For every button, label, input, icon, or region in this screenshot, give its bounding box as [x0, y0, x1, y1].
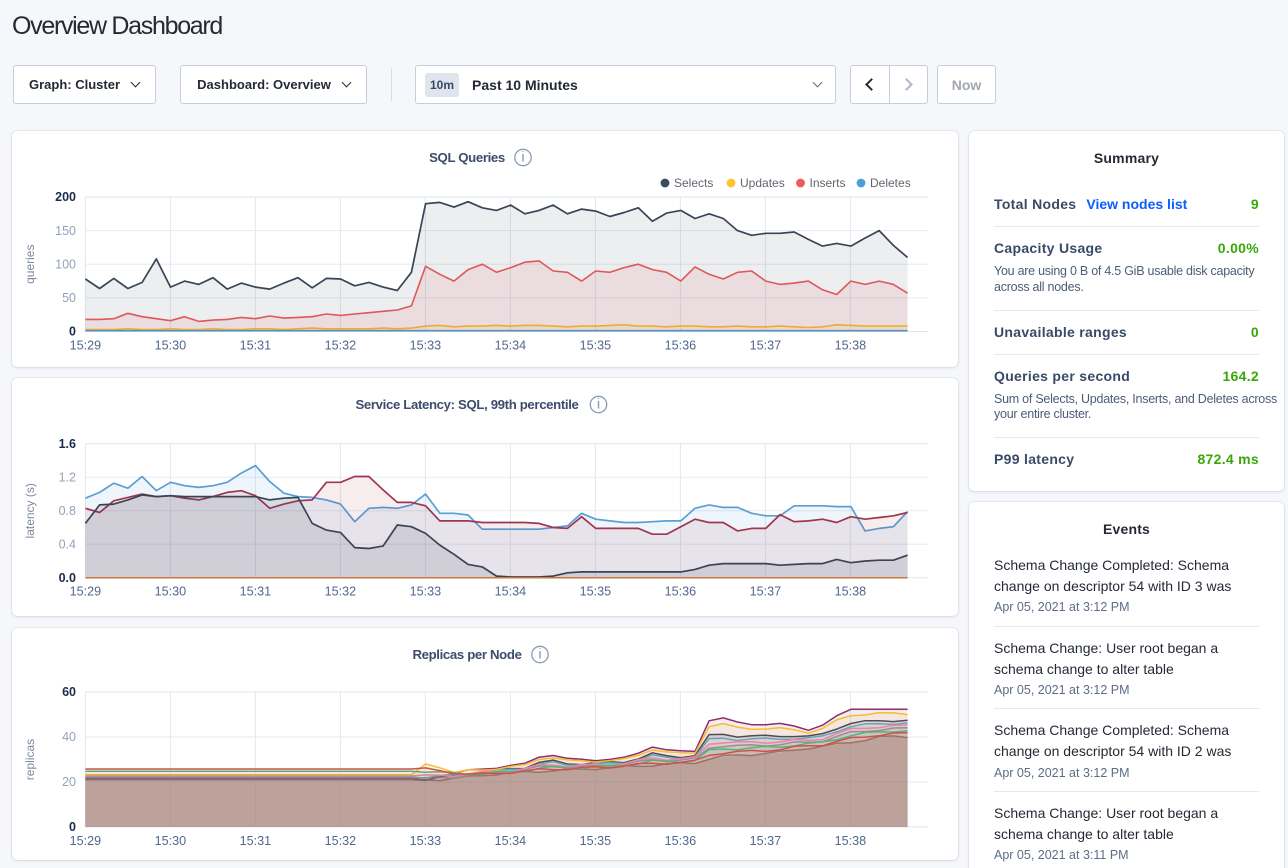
svg-text:15:35: 15:35: [580, 833, 612, 847]
svg-text:15:37: 15:37: [750, 833, 782, 847]
svg-text:20: 20: [62, 775, 76, 789]
svg-text:15:30: 15:30: [155, 585, 187, 599]
svg-text:15:36: 15:36: [665, 833, 697, 847]
svg-text:15:30: 15:30: [155, 338, 187, 352]
svg-text:0: 0: [69, 820, 76, 834]
svg-text:Service Latency: SQL, 99th per: Service Latency: SQL, 99th percentile: [355, 397, 578, 412]
svg-text:replicas: replicas: [23, 738, 37, 779]
svg-text:Deletes: Deletes: [870, 176, 911, 190]
svg-text:15:36: 15:36: [665, 338, 697, 352]
svg-text:15:38: 15:38: [835, 338, 867, 352]
svg-text:15:33: 15:33: [410, 585, 442, 599]
svg-text:15:29: 15:29: [70, 585, 102, 599]
svg-text:0: 0: [69, 325, 76, 339]
svg-text:15:33: 15:33: [410, 338, 442, 352]
svg-text:15:30: 15:30: [155, 833, 187, 847]
svg-text:15:36: 15:36: [665, 585, 697, 599]
svg-text:15:34: 15:34: [495, 585, 527, 599]
svg-text:15:29: 15:29: [70, 338, 102, 352]
svg-text:15:33: 15:33: [410, 833, 442, 847]
svg-text:15:34: 15:34: [495, 338, 527, 352]
svg-text:15:32: 15:32: [325, 585, 357, 599]
svg-text:15:34: 15:34: [495, 833, 527, 847]
svg-text:50: 50: [62, 291, 76, 305]
svg-text:0.8: 0.8: [59, 504, 76, 518]
svg-text:15:35: 15:35: [580, 585, 612, 599]
svg-text:queries: queries: [23, 245, 37, 284]
svg-text:15:35: 15:35: [580, 338, 612, 352]
svg-text:latency (s): latency (s): [23, 483, 37, 538]
svg-text:15:38: 15:38: [835, 585, 867, 599]
svg-text:15:31: 15:31: [240, 585, 272, 599]
svg-text:15:32: 15:32: [325, 338, 357, 352]
svg-text:SQL Queries: SQL Queries: [429, 150, 505, 165]
svg-text:0.4: 0.4: [59, 538, 76, 552]
svg-text:150: 150: [55, 224, 76, 238]
svg-text:100: 100: [55, 257, 76, 271]
svg-text:15:31: 15:31: [240, 833, 272, 847]
svg-text:15:37: 15:37: [750, 585, 782, 599]
svg-text:15:37: 15:37: [750, 338, 782, 352]
svg-text:Inserts: Inserts: [810, 176, 846, 190]
svg-text:Updates: Updates: [740, 176, 785, 190]
svg-text:15:38: 15:38: [835, 833, 867, 847]
svg-text:0.0: 0.0: [59, 571, 76, 585]
svg-text:1.6: 1.6: [59, 437, 76, 451]
svg-text:15:32: 15:32: [325, 833, 357, 847]
svg-text:15:31: 15:31: [240, 338, 272, 352]
svg-text:1.2: 1.2: [59, 471, 76, 485]
svg-text:15:29: 15:29: [70, 833, 102, 847]
svg-text:60: 60: [62, 685, 76, 699]
svg-text:200: 200: [55, 190, 76, 204]
svg-text:40: 40: [62, 730, 76, 744]
svg-text:Selects: Selects: [674, 176, 713, 190]
svg-text:Replicas per Node: Replicas per Node: [412, 647, 521, 662]
